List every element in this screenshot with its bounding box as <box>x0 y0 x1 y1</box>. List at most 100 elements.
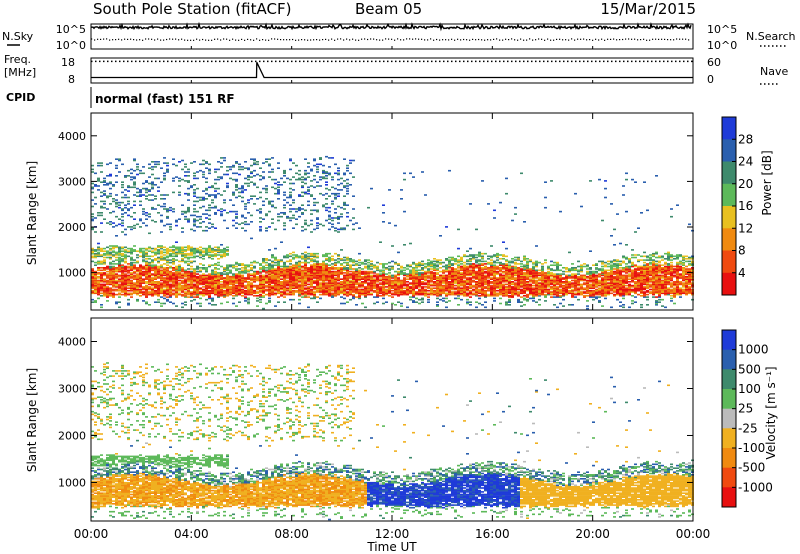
power-cell <box>100 272 103 274</box>
power-cell <box>235 288 238 291</box>
power-cell <box>334 261 337 264</box>
power-cell <box>163 293 166 296</box>
power-cell <box>226 268 229 270</box>
power-cell <box>331 217 334 219</box>
power-cell <box>412 287 415 289</box>
power-cell <box>367 275 370 278</box>
power-cell <box>463 279 466 282</box>
power-cell <box>307 289 310 292</box>
power-cell <box>226 281 229 283</box>
power-cell <box>244 286 247 288</box>
power-cell <box>271 186 274 189</box>
power-cell <box>295 291 298 293</box>
power-cell <box>286 270 289 273</box>
power-cell <box>466 288 469 291</box>
power-cell <box>298 169 301 172</box>
nsearch-point <box>220 39 222 41</box>
power-cell <box>193 291 196 293</box>
nsearch-point <box>622 38 624 41</box>
power-cell <box>208 206 211 209</box>
power-cell <box>505 275 508 278</box>
power-cell <box>331 255 334 258</box>
power-cell <box>397 284 400 287</box>
power-cell <box>103 287 106 289</box>
power-cell <box>214 252 217 255</box>
power-cell <box>499 287 502 289</box>
power-cell <box>463 272 466 274</box>
power-cell <box>292 208 295 210</box>
power-cell <box>337 288 340 291</box>
power-cell <box>124 176 127 178</box>
power-cell <box>466 295 469 297</box>
power-cell <box>433 269 436 272</box>
nsearch-point <box>124 38 126 40</box>
power-cell <box>166 249 169 251</box>
power-cell <box>304 275 307 278</box>
power-cell <box>136 284 139 287</box>
power-cell <box>331 157 334 159</box>
power-cell <box>220 292 223 295</box>
power-cell <box>160 275 163 278</box>
power-cell <box>319 279 322 282</box>
power-cell <box>172 267 175 269</box>
power-cell <box>142 281 145 283</box>
power-cell <box>502 254 505 256</box>
power-cell <box>235 277 238 279</box>
power-cell <box>169 249 172 251</box>
power-cell <box>196 281 199 283</box>
power-cell <box>325 259 328 261</box>
power-cell <box>475 281 478 283</box>
power-cell <box>298 215 301 218</box>
power-cell <box>241 186 244 189</box>
power-cell <box>409 292 412 295</box>
power-cell <box>310 292 313 295</box>
power-cell <box>328 282 331 284</box>
power-cell <box>379 282 382 284</box>
power-cell <box>151 267 154 269</box>
power-cell <box>133 218 136 220</box>
power-cell <box>211 298 214 301</box>
power-cell <box>220 273 223 275</box>
power-cell <box>172 289 175 292</box>
power-cell <box>175 305 178 307</box>
power-cell <box>454 279 457 282</box>
power-cell <box>472 272 475 274</box>
power-cell <box>355 278 358 280</box>
power-cell <box>148 282 151 284</box>
power-cell <box>499 284 502 287</box>
power-cell <box>190 252 193 255</box>
power-cell <box>112 267 115 269</box>
power-cell <box>262 288 265 291</box>
power-cell <box>217 192 220 195</box>
power-cell <box>385 263 388 265</box>
power-cell <box>376 274 379 277</box>
power-cell <box>319 272 322 274</box>
power-cell <box>487 203 490 205</box>
power-cell <box>220 283 223 286</box>
power-cell <box>511 286 514 288</box>
power-cell <box>127 186 130 189</box>
power-cell <box>319 185 322 187</box>
power-cell <box>214 287 217 289</box>
power-cell <box>181 273 184 275</box>
power-cell <box>112 274 115 277</box>
power-cell <box>106 282 109 284</box>
power-cell <box>322 279 325 282</box>
power-cell <box>139 275 142 278</box>
power-cell <box>487 287 490 289</box>
power-cell <box>175 270 178 273</box>
power-cell <box>91 250 94 252</box>
nsearch-point <box>289 39 291 41</box>
power-cell <box>100 254 103 256</box>
power-cell <box>187 281 190 283</box>
power-cell <box>115 267 118 269</box>
power-cell <box>346 293 349 296</box>
power-cell <box>289 187 292 190</box>
power-cell <box>502 277 505 279</box>
power-cell <box>178 279 181 282</box>
power-cell <box>265 185 268 187</box>
power-cell <box>517 300 520 302</box>
power-cell <box>103 274 106 277</box>
power-cell <box>127 208 130 210</box>
power-cell <box>115 301 118 303</box>
